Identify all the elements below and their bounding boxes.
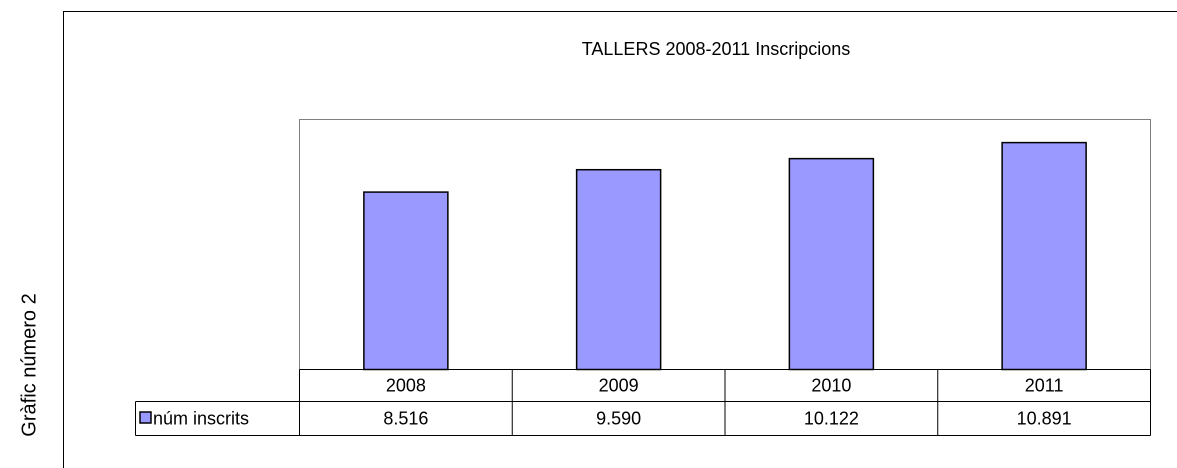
x-tick-label: 2011	[1025, 375, 1064, 395]
x-tick-label: 2010	[811, 375, 851, 395]
x-tick-label: 2009	[599, 375, 639, 395]
x-tick-label: 2008	[386, 375, 426, 395]
caption: Gràfic número 2	[18, 293, 40, 436]
bar	[788, 157, 875, 371]
data-label: 10.891	[1017, 408, 1072, 428]
bar	[363, 191, 449, 371]
bar	[575, 168, 662, 371]
chart-title: TALLERS 2008-2011 Inscripcions	[582, 39, 850, 59]
data-label: 10.122	[804, 408, 859, 428]
legend-label: núm inscrits	[153, 408, 249, 428]
bar	[1001, 141, 1087, 371]
data-label: 9.590	[596, 408, 641, 428]
data-label: 8.516	[383, 408, 428, 428]
legend-swatch	[139, 411, 152, 424]
